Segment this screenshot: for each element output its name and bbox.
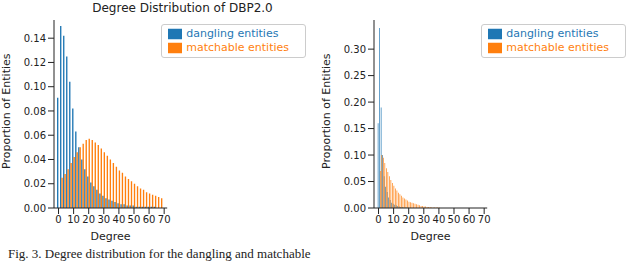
svg-text:0.10: 0.10 (24, 81, 46, 92)
html-text:dangling entities: dangling entities (186, 27, 279, 40)
svg-text:0.12: 0.12 (24, 57, 46, 68)
svg-text:10: 10 (67, 214, 80, 225)
svg-text:30: 30 (97, 214, 110, 225)
svg-text:Degree: Degree (411, 230, 451, 243)
svg-text:50: 50 (448, 214, 461, 225)
svg-text:0.15: 0.15 (344, 123, 366, 134)
svg-text:0.25: 0.25 (344, 70, 366, 81)
svg-text:0.00: 0.00 (344, 203, 366, 214)
svg-text:Proportion of Entities: Proportion of Entities (320, 53, 333, 169)
svg-text:40: 40 (433, 214, 446, 225)
svg-text:70: 70 (158, 214, 171, 225)
svg-text:0.30: 0.30 (344, 44, 366, 55)
svg-text:30: 30 (417, 214, 430, 225)
svg-text:0.10: 0.10 (344, 150, 366, 161)
svg-text:0.08: 0.08 (24, 106, 46, 117)
svg-text:0.06: 0.06 (24, 130, 46, 141)
html-text:Degree Distribution of DBP2.0: Degree Distribution of DBP2.0 (92, 1, 273, 15)
svg-text:0.02: 0.02 (24, 178, 46, 189)
svg-text:0.05: 0.05 (344, 176, 366, 187)
svg-text:Proportion of Entities: Proportion of Entities (8, 53, 13, 169)
html-text:Fig. 3. Degree distribution fo: Fig. 3. Degree distribution for the dang… (8, 246, 311, 261)
html-text:dangling entities: dangling entities (506, 27, 599, 40)
html-text:matchable entities: matchable entities (506, 41, 609, 54)
svg-text:40: 40 (113, 214, 126, 225)
svg-text:50: 50 (128, 214, 141, 225)
svg-text:0.20: 0.20 (344, 97, 366, 108)
svg-text:10: 10 (387, 214, 400, 225)
svg-text:60: 60 (143, 214, 156, 225)
svg-text:70: 70 (478, 214, 491, 225)
svg-text:20: 20 (82, 214, 95, 225)
svg-text:0.04: 0.04 (24, 154, 46, 165)
svg-text:0.14: 0.14 (24, 33, 46, 44)
svg-text:Degree: Degree (91, 230, 131, 243)
svg-text:0: 0 (55, 214, 61, 225)
svg-text:60: 60 (463, 214, 476, 225)
svg-text:0.00: 0.00 (24, 203, 46, 214)
html-text:matchable entities: matchable entities (186, 41, 289, 54)
svg-text:20: 20 (402, 214, 415, 225)
svg-text:0: 0 (375, 214, 381, 225)
